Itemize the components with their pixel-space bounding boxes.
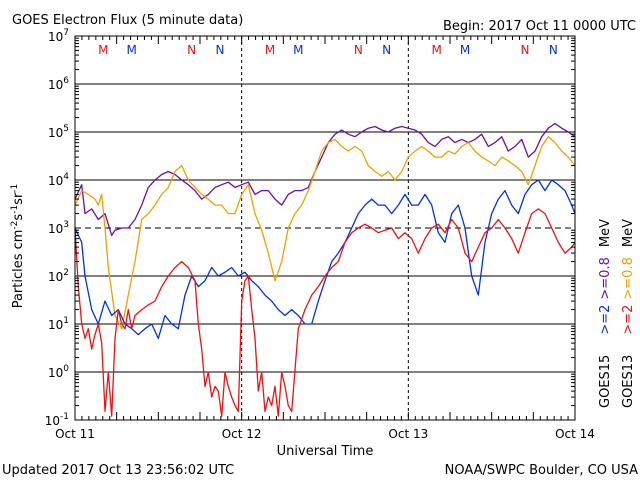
y-tick-label: 101 — [48, 316, 69, 332]
event-marker-m: M — [265, 43, 275, 57]
event-marker-n: N — [216, 43, 225, 57]
axis-ticks: 10-1 100 101 102 103 104 105 106 107 Oct 11 Oct 12… — [45, 28, 595, 441]
series-goes13-2-mev — [74, 208, 576, 417]
legend: GOES15 >=2 >=0.8 MeV GOES13 >=2 >=0.8 MeV — [598, 219, 636, 408]
legend-goes15: GOES15 >=2 >=0.8 MeV — [598, 219, 613, 408]
y-tick-label: 103 — [48, 220, 69, 236]
source-credit: NOAA/SWPC Boulder, CO USA — [445, 463, 638, 478]
event-marker-m: M — [431, 43, 441, 57]
y-tick-label: 100 — [48, 364, 69, 380]
series-goes15-2-mev — [74, 179, 576, 340]
legend-goes13-unit: MeV — [621, 219, 636, 247]
series-goes13-0-8-mev — [74, 136, 576, 330]
x-tick-label: Oct 13 — [388, 427, 428, 441]
chart-title: GOES Electron Flux (5 minute data) — [12, 13, 243, 28]
legend-goes13: GOES13 >=2 >=0.8 MeV — [621, 219, 636, 408]
y-tick-label: 10-1 — [45, 412, 69, 428]
event-marker-m: M — [126, 43, 136, 57]
x-tick-label: Oct 14 — [555, 427, 595, 441]
event-marker-n: N — [187, 43, 196, 57]
begin-time: Begin: 2017 Oct 11 0000 UTC — [443, 19, 636, 34]
grid-lines — [75, 36, 575, 420]
legend-goes13-2mev: >=2 — [621, 305, 636, 335]
y-tick-label: 106 — [48, 76, 69, 92]
x-tick-label: Oct 11 — [55, 427, 95, 441]
data-series — [74, 122, 576, 417]
event-marker-m: M — [293, 43, 303, 57]
legend-goes15-unit: MeV — [598, 219, 613, 247]
event-marker-n: N — [382, 43, 391, 57]
updated-time: Updated 2017 Oct 13 23:56:02 UTC — [2, 463, 234, 478]
x-tick-label: Oct 12 — [222, 427, 262, 441]
plot-frame — [74, 35, 576, 421]
event-marker-n: N — [549, 43, 558, 57]
event-marker-n: N — [521, 43, 530, 57]
y-tick-label: 104 — [48, 172, 69, 188]
legend-goes15-2mev: >=2 — [598, 305, 613, 335]
y-axis-title: Particles cm-2s-1sr-1 — [10, 184, 26, 309]
legend-goes15-08mev: >=0.8 — [598, 257, 613, 299]
svg-text:GOES13>=2>=0.8MeV: GOES13 >=2 >=0.8 MeV — [621, 219, 636, 408]
series-goes15-0-8-mev — [74, 122, 576, 237]
legend-goes13-08mev: >=0.8 — [621, 257, 636, 299]
event-marker-n: N — [354, 43, 363, 57]
legend-goes15-sat: GOES15 — [598, 355, 613, 408]
y-tick-label: 102 — [48, 268, 69, 284]
y-tick-label: 107 — [48, 28, 69, 44]
legend-goes13-sat: GOES13 — [621, 355, 636, 408]
event-marker-m: M — [460, 43, 470, 57]
y-tick-label: 105 — [48, 124, 69, 140]
svg-text:GOES15>=2>=0.8MeV: GOES15 >=2 >=0.8 MeV — [598, 219, 613, 408]
event-marker-m: M — [98, 43, 108, 57]
x-axis-title: Universal Time — [277, 444, 374, 459]
